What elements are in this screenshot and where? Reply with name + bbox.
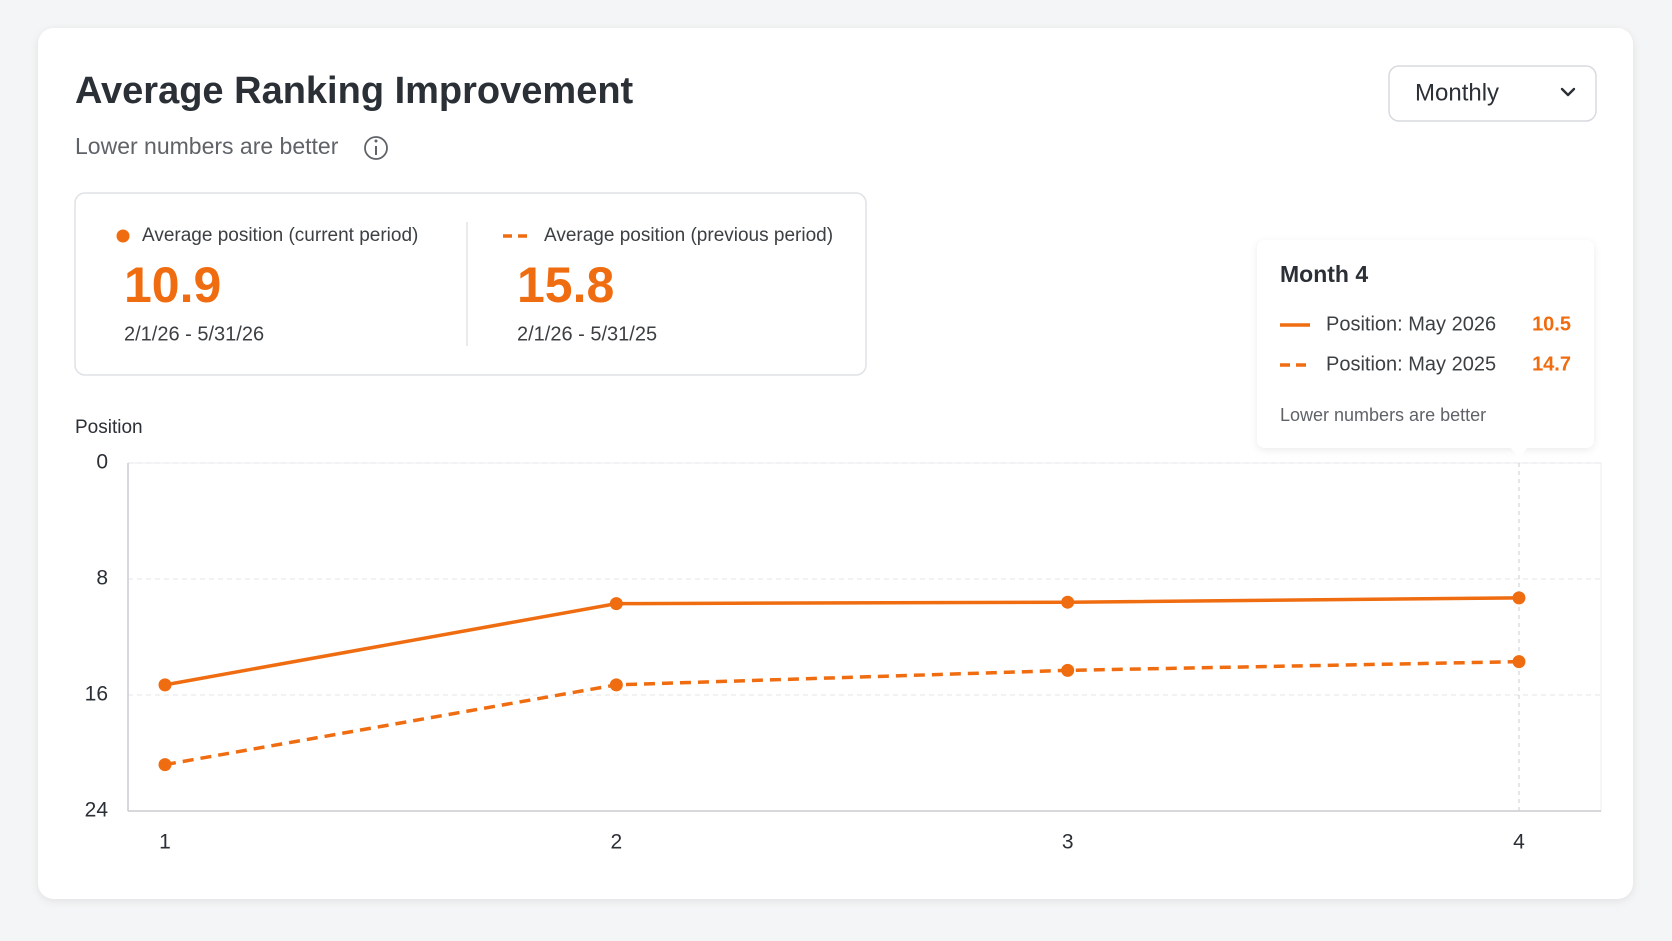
subtitle: Lower numbers are better — [75, 133, 339, 159]
legend-label: Average position (previous period) — [544, 225, 833, 246]
summary-value: 10.9 — [124, 257, 221, 313]
info-icon[interactable] — [364, 136, 388, 160]
y-tick-label: 24 — [85, 799, 109, 822]
data-point — [158, 678, 172, 692]
dropdown-label: Monthly — [1415, 79, 1499, 106]
x-tick-label: 2 — [610, 831, 622, 854]
series-line — [164, 596, 1520, 687]
y-tick-label: 16 — [85, 683, 108, 706]
tooltip-label: Position: May 2026 — [1326, 313, 1496, 335]
summary-date: 2/1/26 - 5/31/25 — [517, 323, 657, 345]
tooltip-title: Month 4 — [1280, 261, 1368, 287]
data-point — [158, 758, 172, 772]
legend-swatch — [116, 229, 130, 243]
y-tick-label: 8 — [96, 567, 108, 590]
data-point — [1061, 663, 1075, 677]
tooltip-box — [1257, 240, 1594, 448]
legend-label: Average position (current period) — [142, 225, 418, 246]
tooltip-value: 10.5 — [1532, 313, 1571, 335]
tooltip-pointer — [1510, 447, 1528, 458]
data-point — [1061, 595, 1075, 609]
summary-date: 2/1/26 - 5/31/26 — [124, 323, 264, 345]
title: Average Ranking Improvement — [75, 70, 634, 112]
data-point — [609, 678, 623, 692]
tooltip-note: Lower numbers are better — [1280, 405, 1486, 425]
y-tick-label: 0 — [96, 451, 108, 474]
x-tick-label: 3 — [1062, 831, 1074, 854]
tooltip-value: 14.7 — [1532, 353, 1571, 375]
tooltip-label: Position: May 2025 — [1326, 353, 1496, 375]
x-tick-label: 4 — [1513, 831, 1525, 854]
y-axis-title: Position — [75, 417, 143, 438]
summary-box — [74, 192, 867, 376]
summary-value: 15.8 — [517, 257, 614, 313]
data-point — [609, 597, 623, 611]
series-line — [164, 659, 1520, 767]
period-dropdown[interactable]: Monthly — [1388, 65, 1597, 122]
data-point — [1512, 655, 1526, 669]
x-tick-label: 1 — [159, 831, 171, 854]
data-point — [1512, 591, 1526, 605]
